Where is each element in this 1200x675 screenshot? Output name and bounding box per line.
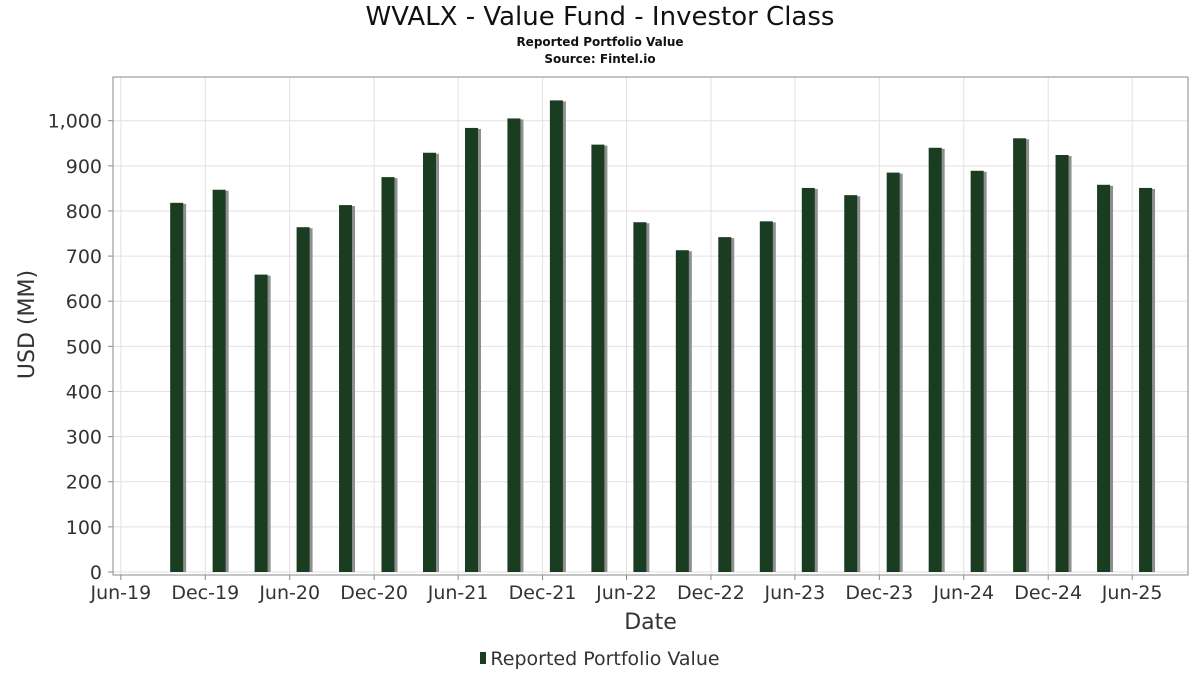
bar [1097,184,1111,572]
bar [254,274,268,572]
bar [423,152,437,572]
bar [212,189,226,572]
bar [1013,138,1027,572]
bar [633,222,647,572]
chart-subtitle: Reported Portfolio Value [516,35,684,49]
x-axis-title: Date [624,610,677,635]
legend: Reported Portfolio Value [0,648,1200,670]
y-tick-label: 1,000 [48,111,102,133]
chart-title: WVALX - Value Fund - Investor Class [365,2,835,32]
x-tick-label: Dec-22 [677,582,745,604]
x-tick-label: Dec-19 [171,582,239,604]
bar [464,127,478,572]
x-tick-label: Jun-24 [932,582,994,604]
bar [591,144,605,572]
bar [1055,154,1069,573]
bar [886,172,900,573]
bar [296,227,310,573]
bar [928,147,942,572]
x-tick-label: Jun-22 [595,582,657,604]
bar [170,202,184,572]
bar [801,187,815,572]
y-tick-label: 800 [66,201,102,223]
bar [549,100,563,572]
bar [718,237,732,572]
x-tick-label: Dec-24 [1014,582,1082,604]
x-tick-label: Dec-21 [509,582,577,604]
y-tick-label: 100 [66,517,102,539]
x-tick-label: Jun-25 [1101,582,1163,604]
bar [759,221,773,572]
x-tick-label: Jun-23 [764,582,826,604]
plot-background [113,77,1188,575]
x-tick-label: Jun-21 [427,582,489,604]
y-tick-label: 300 [66,427,102,449]
y-tick-label: 600 [66,291,102,313]
y-tick-label: 200 [66,472,102,494]
bar [675,250,689,573]
bar [970,170,984,572]
y-tick-label: 700 [66,246,102,268]
legend-swatch [480,652,487,664]
bar [381,177,395,573]
bar [1139,187,1153,572]
x-tick-label: Jun-19 [89,582,151,604]
bar [339,205,353,573]
chart-source: Source: Fintel.io [544,52,656,66]
x-tick-label: Dec-20 [340,582,408,604]
x-tick-label: Dec-23 [845,582,913,604]
x-tick-label: Jun-20 [258,582,320,604]
legend-label: Reported Portfolio Value [490,648,720,670]
y-axis-title: USD (MM) [15,270,40,379]
bar [507,118,521,573]
y-tick-label: 500 [66,336,102,358]
y-tick-label: 900 [66,156,102,178]
bar [844,195,858,573]
y-tick-label: 400 [66,381,102,403]
plot-border [112,76,1189,576]
y-tick-label: 0 [90,562,102,584]
